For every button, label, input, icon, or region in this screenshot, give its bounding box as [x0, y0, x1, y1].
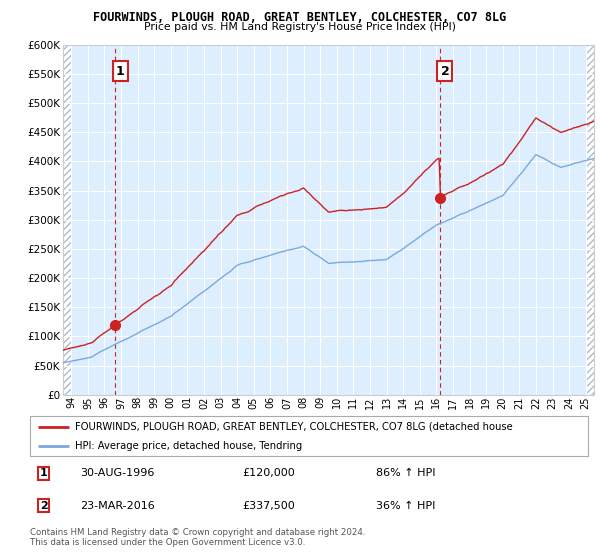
Text: 2: 2: [440, 64, 449, 77]
Text: HPI: Average price, detached house, Tendring: HPI: Average price, detached house, Tend…: [74, 441, 302, 450]
Text: Contains HM Land Registry data © Crown copyright and database right 2024.
This d: Contains HM Land Registry data © Crown c…: [30, 528, 365, 547]
Text: 1: 1: [40, 468, 48, 478]
Text: 86% ↑ HPI: 86% ↑ HPI: [376, 468, 436, 478]
Text: Price paid vs. HM Land Registry's House Price Index (HPI): Price paid vs. HM Land Registry's House …: [144, 22, 456, 32]
Text: FOURWINDS, PLOUGH ROAD, GREAT BENTLEY, COLCHESTER, CO7 8LG (detached house: FOURWINDS, PLOUGH ROAD, GREAT BENTLEY, C…: [74, 422, 512, 432]
Bar: [586, 45, 594, 395]
Bar: [63, 45, 71, 395]
Text: 36% ↑ HPI: 36% ↑ HPI: [376, 501, 436, 511]
Text: FOURWINDS, PLOUGH ROAD, GREAT BENTLEY, COLCHESTER, CO7 8LG: FOURWINDS, PLOUGH ROAD, GREAT BENTLEY, C…: [94, 11, 506, 24]
Text: 1: 1: [116, 64, 125, 77]
FancyBboxPatch shape: [30, 416, 588, 456]
Text: 23-MAR-2016: 23-MAR-2016: [80, 501, 155, 511]
Text: 2: 2: [40, 501, 48, 511]
Text: 30-AUG-1996: 30-AUG-1996: [80, 468, 155, 478]
Text: £120,000: £120,000: [242, 468, 295, 478]
Text: £337,500: £337,500: [242, 501, 295, 511]
